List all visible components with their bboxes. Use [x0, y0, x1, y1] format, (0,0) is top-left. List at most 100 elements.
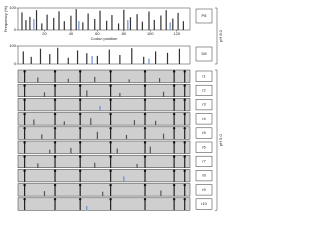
bar: [79, 183, 81, 197]
bar: [24, 183, 26, 197]
bar: [110, 84, 112, 97]
bar: [94, 162, 96, 168]
x-tick-label: 120: [173, 31, 180, 36]
bar-dot: [183, 155, 186, 158]
bar-dot: [172, 112, 176, 116]
bar: [67, 57, 69, 64]
bar-dot: [183, 141, 186, 144]
bar: [29, 16, 31, 30]
bar: [172, 18, 174, 30]
bar: [127, 20, 129, 30]
bracket: [215, 7, 218, 65]
bar-dot: [143, 198, 147, 201]
bar: [33, 19, 35, 30]
bar-dot: [53, 141, 57, 144]
bar: [58, 11, 60, 31]
bar: [96, 55, 98, 64]
bar-dot: [78, 112, 82, 116]
label-box: [195, 99, 213, 111]
x-tick-label: 40: [69, 31, 74, 36]
bar: [173, 112, 175, 126]
panel-label: r9: [202, 187, 206, 192]
bar-dot: [53, 70, 57, 73]
bar-dot: [109, 84, 112, 87]
panel-label: r1: [202, 73, 206, 78]
bar: [86, 205, 88, 211]
bar: [144, 197, 146, 211]
bar-dot: [109, 169, 112, 173]
bar: [158, 78, 161, 83]
bar: [49, 54, 51, 64]
bar: [87, 13, 89, 30]
bar: [162, 133, 165, 140]
bar-dot: [172, 169, 176, 173]
bar-dot: [143, 183, 147, 187]
bar-dot: [78, 155, 82, 158]
bar-dot: [143, 84, 147, 87]
bar: [110, 98, 112, 111]
bar: [43, 191, 46, 197]
y-tick-label: 100: [9, 5, 16, 10]
bar-dot: [172, 155, 176, 158]
panel-background: [17, 169, 191, 183]
bar: [24, 126, 26, 140]
bar-dot: [183, 183, 186, 187]
bar: [144, 84, 146, 97]
bar-dot: [183, 70, 186, 73]
bar: [184, 84, 186, 97]
bar: [54, 98, 56, 111]
bar: [117, 23, 120, 30]
bar: [173, 126, 175, 140]
bar: [184, 197, 186, 211]
panel-background: [17, 154, 191, 168]
panel-background: [17, 98, 191, 112]
bar-dot: [78, 169, 82, 173]
bar: [184, 70, 186, 83]
bar: [24, 155, 26, 168]
bar: [144, 70, 146, 83]
bar: [78, 21, 80, 30]
bar: [54, 141, 56, 154]
bar-dot: [109, 141, 112, 144]
bar: [67, 78, 69, 83]
bar: [165, 10, 167, 30]
bar: [108, 49, 110, 64]
panel-label: r8: [202, 173, 206, 178]
bar: [54, 197, 56, 211]
bar: [136, 163, 138, 168]
bar: [79, 112, 81, 126]
bar: [63, 21, 65, 30]
bar: [79, 126, 81, 140]
bar-dot: [109, 183, 112, 187]
bar: [24, 84, 26, 97]
bar: [33, 119, 35, 126]
bar: [39, 48, 42, 64]
bar-dot: [53, 84, 57, 87]
y-tick-label: 100: [9, 43, 16, 48]
bar: [110, 70, 112, 83]
bar: [110, 183, 112, 197]
y-axis-label: Frequency (%): [3, 5, 8, 32]
panel-background: [17, 69, 191, 83]
panel-background: [17, 183, 191, 197]
bar: [49, 149, 51, 154]
panel-background: [17, 112, 191, 126]
bar: [25, 20, 27, 30]
bar: [24, 70, 26, 83]
bar: [173, 70, 175, 83]
bar: [43, 92, 46, 97]
label-box: [195, 46, 213, 62]
bar: [86, 90, 88, 97]
bar-dot: [53, 198, 57, 201]
bar: [22, 51, 24, 64]
bar: [24, 169, 26, 182]
panel-background: [17, 126, 191, 140]
bar: [70, 15, 72, 30]
bar-dot: [23, 70, 26, 73]
panel-label: r3: [202, 102, 206, 107]
bar: [184, 183, 186, 197]
bar: [35, 10, 38, 30]
bar-dot: [23, 127, 26, 130]
bar: [90, 118, 92, 126]
bar-dot: [143, 169, 147, 173]
